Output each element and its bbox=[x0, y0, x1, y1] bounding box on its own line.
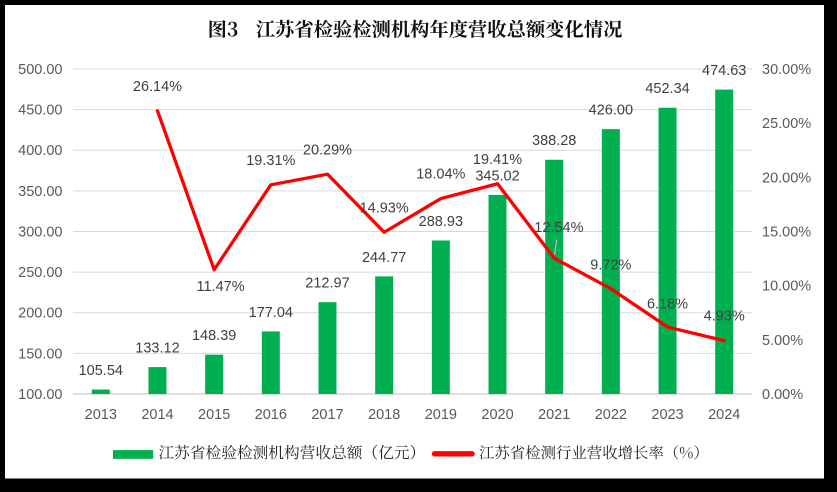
svg-text:200.00: 200.00 bbox=[18, 306, 62, 322]
svg-text:2014: 2014 bbox=[141, 407, 173, 423]
svg-text:350.00: 350.00 bbox=[18, 184, 62, 200]
svg-text:100.00: 100.00 bbox=[18, 387, 62, 403]
svg-text:105.54: 105.54 bbox=[79, 363, 123, 379]
svg-text:388.28: 388.28 bbox=[532, 133, 576, 149]
svg-text:19.31%: 19.31% bbox=[246, 153, 295, 169]
svg-text:250.00: 250.00 bbox=[18, 265, 62, 281]
svg-text:400.00: 400.00 bbox=[18, 143, 62, 159]
svg-text:2018: 2018 bbox=[368, 407, 400, 423]
svg-text:2019: 2019 bbox=[425, 407, 457, 423]
svg-text:12.54%: 12.54% bbox=[534, 220, 583, 236]
svg-text:25.00%: 25.00% bbox=[762, 116, 811, 132]
svg-text:474.63: 474.63 bbox=[702, 63, 746, 79]
svg-text:30.00%: 30.00% bbox=[762, 62, 811, 78]
svg-text:10.00%: 10.00% bbox=[762, 279, 811, 295]
svg-text:26.14%: 26.14% bbox=[133, 79, 182, 95]
svg-text:452.34: 452.34 bbox=[645, 81, 689, 97]
svg-text:300.00: 300.00 bbox=[18, 224, 62, 240]
svg-text:2023: 2023 bbox=[651, 407, 683, 423]
svg-text:148.39: 148.39 bbox=[192, 328, 236, 344]
svg-text:2015: 2015 bbox=[198, 407, 230, 423]
svg-text:133.12: 133.12 bbox=[135, 340, 179, 356]
svg-text:2024: 2024 bbox=[708, 407, 740, 423]
svg-text:345.02: 345.02 bbox=[475, 168, 519, 184]
svg-text:2013: 2013 bbox=[85, 407, 117, 423]
svg-text:288.93: 288.93 bbox=[419, 214, 463, 230]
svg-text:20.29%: 20.29% bbox=[303, 142, 352, 158]
svg-text:2022: 2022 bbox=[595, 407, 627, 423]
svg-text:14.93%: 14.93% bbox=[360, 200, 409, 216]
svg-text:2017: 2017 bbox=[311, 407, 343, 423]
svg-text:2021: 2021 bbox=[538, 407, 570, 423]
svg-text:20.00%: 20.00% bbox=[762, 170, 811, 186]
svg-text:177.04: 177.04 bbox=[249, 305, 293, 321]
svg-text:150.00: 150.00 bbox=[18, 346, 62, 362]
svg-text:9.72%: 9.72% bbox=[590, 257, 631, 273]
svg-text:6.18%: 6.18% bbox=[647, 296, 688, 312]
svg-text:11.47%: 11.47% bbox=[196, 279, 244, 295]
svg-text:244.77: 244.77 bbox=[362, 250, 406, 266]
svg-text:2016: 2016 bbox=[255, 407, 287, 423]
svg-text:4.93%: 4.93% bbox=[704, 309, 745, 325]
svg-text:212.97: 212.97 bbox=[305, 276, 349, 292]
svg-text:19.41%: 19.41% bbox=[473, 152, 522, 168]
svg-text:5.00%: 5.00% bbox=[762, 333, 803, 349]
svg-text:18.04%: 18.04% bbox=[416, 167, 465, 183]
svg-text:2020: 2020 bbox=[481, 407, 513, 423]
svg-text:0.00%: 0.00% bbox=[762, 387, 803, 403]
svg-text:15.00%: 15.00% bbox=[762, 224, 811, 240]
svg-text:500.00: 500.00 bbox=[18, 62, 62, 78]
svg-text:426.00: 426.00 bbox=[589, 103, 633, 119]
svg-text:450.00: 450.00 bbox=[18, 103, 62, 119]
